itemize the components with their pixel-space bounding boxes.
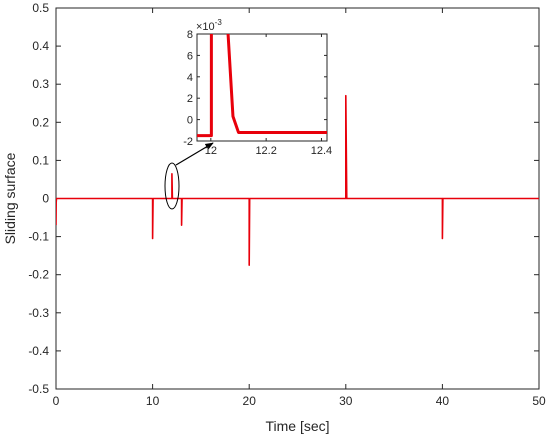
x-tick-label: 40 [436, 394, 450, 408]
y-tick-label: 0.2 [32, 115, 49, 129]
inset-multiplier-exponent: -3 [215, 18, 223, 27]
x-tick-label: 30 [339, 394, 353, 408]
y-tick-label: -0.3 [28, 306, 49, 320]
inset-multiplier-base: ×10 [196, 21, 215, 33]
main-tick-labels: 0 10 20 30 40 50-0.5-0.4-0.3-0.2-0.100.10.20.… [28, 1, 546, 408]
inset-series-line [197, 34, 327, 138]
inset-y-tick-label: -2 [183, 136, 193, 148]
main-ticks [55, 7, 540, 390]
y-tick-label: 0.5 [32, 1, 49, 15]
y-axis-label: Sliding surface [2, 152, 18, 244]
inset-y-tick-label: 2 [187, 93, 193, 105]
inset-y-tick-label: 8 [187, 29, 193, 41]
y-tick-label: -0.1 [28, 230, 49, 244]
y-tick-label: -0.5 [28, 382, 49, 396]
y-tick-label: 0 [42, 192, 49, 206]
inset-series [197, 34, 327, 138]
inset-y-tick-label: 6 [187, 50, 193, 62]
inset-ticks [197, 33, 327, 142]
y-tick-label: 0.3 [32, 77, 49, 91]
x-tick-label: 10 [146, 394, 160, 408]
x-tick-label: 20 [243, 394, 257, 408]
inset-y-tick-label: 4 [187, 72, 193, 84]
inset-x-tick-label: 12.2 [255, 145, 276, 157]
zoom-ellipse [164, 162, 180, 210]
inset-x-tick-label: 12.4 [311, 145, 332, 157]
series-line [56, 94, 539, 266]
x-tick-label: 0 [53, 394, 60, 408]
inset-chart: 12 12.2 12.4 -2 0 2 4 6 8 ×10-3 [183, 18, 332, 157]
y-tick-label: -0.2 [28, 268, 49, 282]
x-axis-label: Time [sec] [265, 418, 329, 434]
x-tick-label: 50 [532, 394, 546, 408]
inset-x-tick-label: 12 [205, 145, 217, 157]
y-tick-label: 0.4 [32, 39, 49, 53]
zoom-arrow [175, 142, 214, 166]
main-series [56, 94, 539, 266]
inset-plot-area [196, 33, 328, 142]
y-tick-label: -0.4 [28, 344, 49, 358]
inset-y-tick-label: 0 [187, 115, 193, 127]
y-tick-label: 0.1 [32, 153, 49, 167]
inset-y-multiplier: ×10-3 [196, 18, 222, 33]
inset-tick-labels: 12 12.2 12.4 -2 0 2 4 6 8 [183, 29, 332, 157]
